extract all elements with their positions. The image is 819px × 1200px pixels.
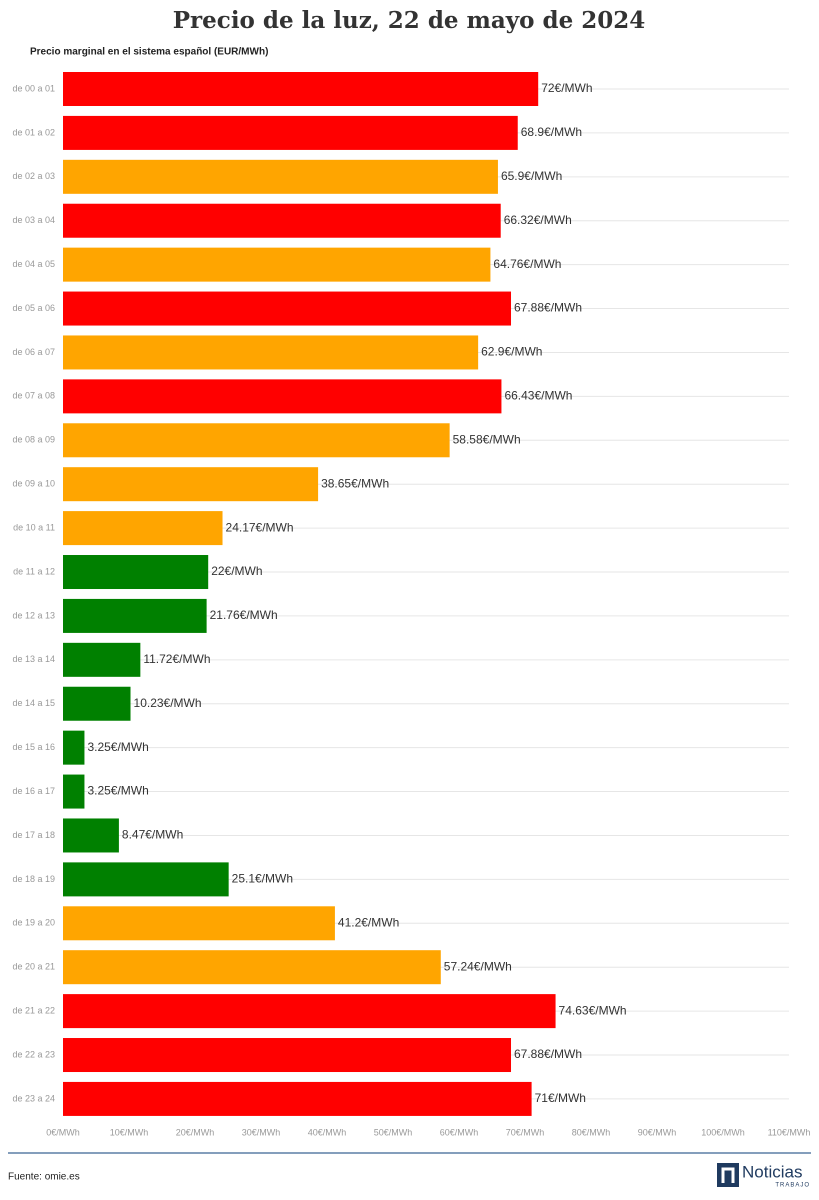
y-tick-label: de 11 a 12 bbox=[13, 566, 55, 576]
value-label: 24.17€/MWh bbox=[226, 520, 294, 534]
x-tick-label: 20€/MWh bbox=[176, 1127, 215, 1137]
value-label: 64.76€/MWh bbox=[493, 257, 561, 271]
y-tick-label: de 00 a 01 bbox=[12, 83, 55, 93]
value-label: 57.24€/MWh bbox=[444, 959, 512, 973]
y-tick-label: de 09 a 10 bbox=[12, 479, 55, 489]
value-label: 41.2€/MWh bbox=[338, 915, 399, 929]
y-tick-label: de 23 a 24 bbox=[12, 1093, 55, 1103]
bar bbox=[63, 203, 501, 238]
value-label: 68.9€/MWh bbox=[521, 125, 582, 139]
x-tick-label: 0€/MWh bbox=[46, 1127, 80, 1137]
value-label: 10.23€/MWh bbox=[134, 696, 202, 710]
value-label: 72€/MWh bbox=[541, 81, 592, 95]
x-tick-label: 50€/MWh bbox=[374, 1127, 413, 1137]
x-tick-label: 80€/MWh bbox=[572, 1127, 611, 1137]
x-tick-label: 10€/MWh bbox=[110, 1127, 149, 1137]
value-label: 58.58€/MWh bbox=[453, 432, 521, 446]
value-label: 71€/MWh bbox=[535, 1091, 586, 1105]
value-label: 8.47€/MWh bbox=[122, 828, 183, 842]
value-label: 62.9€/MWh bbox=[481, 345, 542, 359]
x-tick-label: 100€/MWh bbox=[701, 1127, 745, 1137]
value-label: 25.1€/MWh bbox=[232, 872, 293, 886]
y-tick-label: de 12 a 13 bbox=[12, 610, 55, 620]
y-tick-label: de 16 a 17 bbox=[12, 786, 55, 796]
bar bbox=[63, 994, 556, 1029]
bar bbox=[63, 1038, 512, 1073]
chart-title: Precio de la luz, 22 de mayo de 2024 bbox=[173, 7, 645, 34]
x-tick-label: 110€/MWh bbox=[768, 1127, 811, 1137]
bar bbox=[63, 950, 441, 985]
y-tick-label: de 04 a 05 bbox=[12, 259, 55, 269]
logo-text: Noticias bbox=[742, 1162, 802, 1181]
bar bbox=[63, 115, 518, 150]
value-label: 65.9€/MWh bbox=[501, 169, 562, 183]
bar bbox=[63, 335, 479, 370]
y-tick-label: de 05 a 06 bbox=[12, 303, 55, 313]
value-label: 74.63€/MWh bbox=[559, 1003, 627, 1017]
bar bbox=[63, 511, 223, 546]
logo-tagline: TRABAJO bbox=[775, 1183, 810, 1189]
y-tick-label: de 14 a 15 bbox=[12, 698, 55, 708]
bar bbox=[63, 862, 229, 897]
x-tick-label: 40€/MWh bbox=[308, 1127, 347, 1137]
bar bbox=[63, 423, 450, 458]
y-tick-label: de 07 a 08 bbox=[12, 391, 55, 401]
value-label: 3.25€/MWh bbox=[87, 740, 148, 754]
value-label: 67.88€/MWh bbox=[514, 1047, 582, 1061]
source: Fuente: omie.es bbox=[8, 1172, 80, 1183]
y-tick-label: de 21 a 22 bbox=[12, 1005, 55, 1015]
logo-icon bbox=[717, 1163, 739, 1187]
y-tick-label: de 01 a 02 bbox=[12, 127, 55, 137]
y-tick-label: de 08 a 09 bbox=[12, 435, 55, 445]
y-tick-label: de 20 a 21 bbox=[12, 962, 55, 972]
value-label: 66.32€/MWh bbox=[504, 213, 572, 227]
value-label: 21.76€/MWh bbox=[210, 608, 278, 622]
y-tick-label: de 03 a 04 bbox=[12, 215, 55, 225]
y-tick-label: de 13 a 14 bbox=[12, 654, 55, 664]
bar bbox=[63, 1081, 532, 1116]
y-tick-label: de 18 a 19 bbox=[12, 874, 55, 884]
bar bbox=[63, 467, 319, 502]
y-tick-label: de 10 a 11 bbox=[13, 522, 55, 532]
y-tick-label: de 15 a 16 bbox=[12, 742, 55, 752]
x-tick-label: 30€/MWh bbox=[242, 1127, 281, 1137]
value-label: 22€/MWh bbox=[211, 564, 262, 578]
x-tick-label: 60€/MWh bbox=[440, 1127, 479, 1137]
logo-glyph bbox=[721, 1167, 735, 1183]
y-tick-label: de 17 a 18 bbox=[12, 830, 55, 840]
bar bbox=[63, 686, 131, 721]
y-tick-label: de 19 a 20 bbox=[12, 918, 55, 928]
bar bbox=[63, 906, 335, 941]
x-tick-label: 90€/MWh bbox=[638, 1127, 677, 1137]
y-tick-label: de 02 a 03 bbox=[12, 171, 55, 181]
bar bbox=[63, 72, 539, 106]
y-tick-label: de 06 a 07 bbox=[12, 347, 55, 357]
x-tick-label: 70€/MWh bbox=[506, 1127, 545, 1137]
value-label: 38.65€/MWh bbox=[321, 476, 389, 490]
bar bbox=[63, 818, 119, 853]
bar bbox=[63, 642, 141, 677]
bar bbox=[63, 159, 498, 194]
bar bbox=[63, 598, 207, 633]
value-label: 67.88€/MWh bbox=[514, 301, 582, 315]
bar bbox=[63, 247, 491, 282]
bar bbox=[63, 291, 512, 326]
value-label: 11.72€/MWh bbox=[143, 652, 210, 666]
chart-subtitle: Precio marginal en el sistema español (E… bbox=[30, 47, 268, 58]
value-label: 66.43€/MWh bbox=[504, 389, 572, 403]
value-label: 3.25€/MWh bbox=[87, 784, 148, 798]
y-tick-label: de 22 a 23 bbox=[12, 1049, 55, 1059]
bar bbox=[63, 730, 85, 765]
bar bbox=[63, 555, 209, 590]
bar bbox=[63, 774, 85, 809]
bar bbox=[63, 379, 502, 414]
